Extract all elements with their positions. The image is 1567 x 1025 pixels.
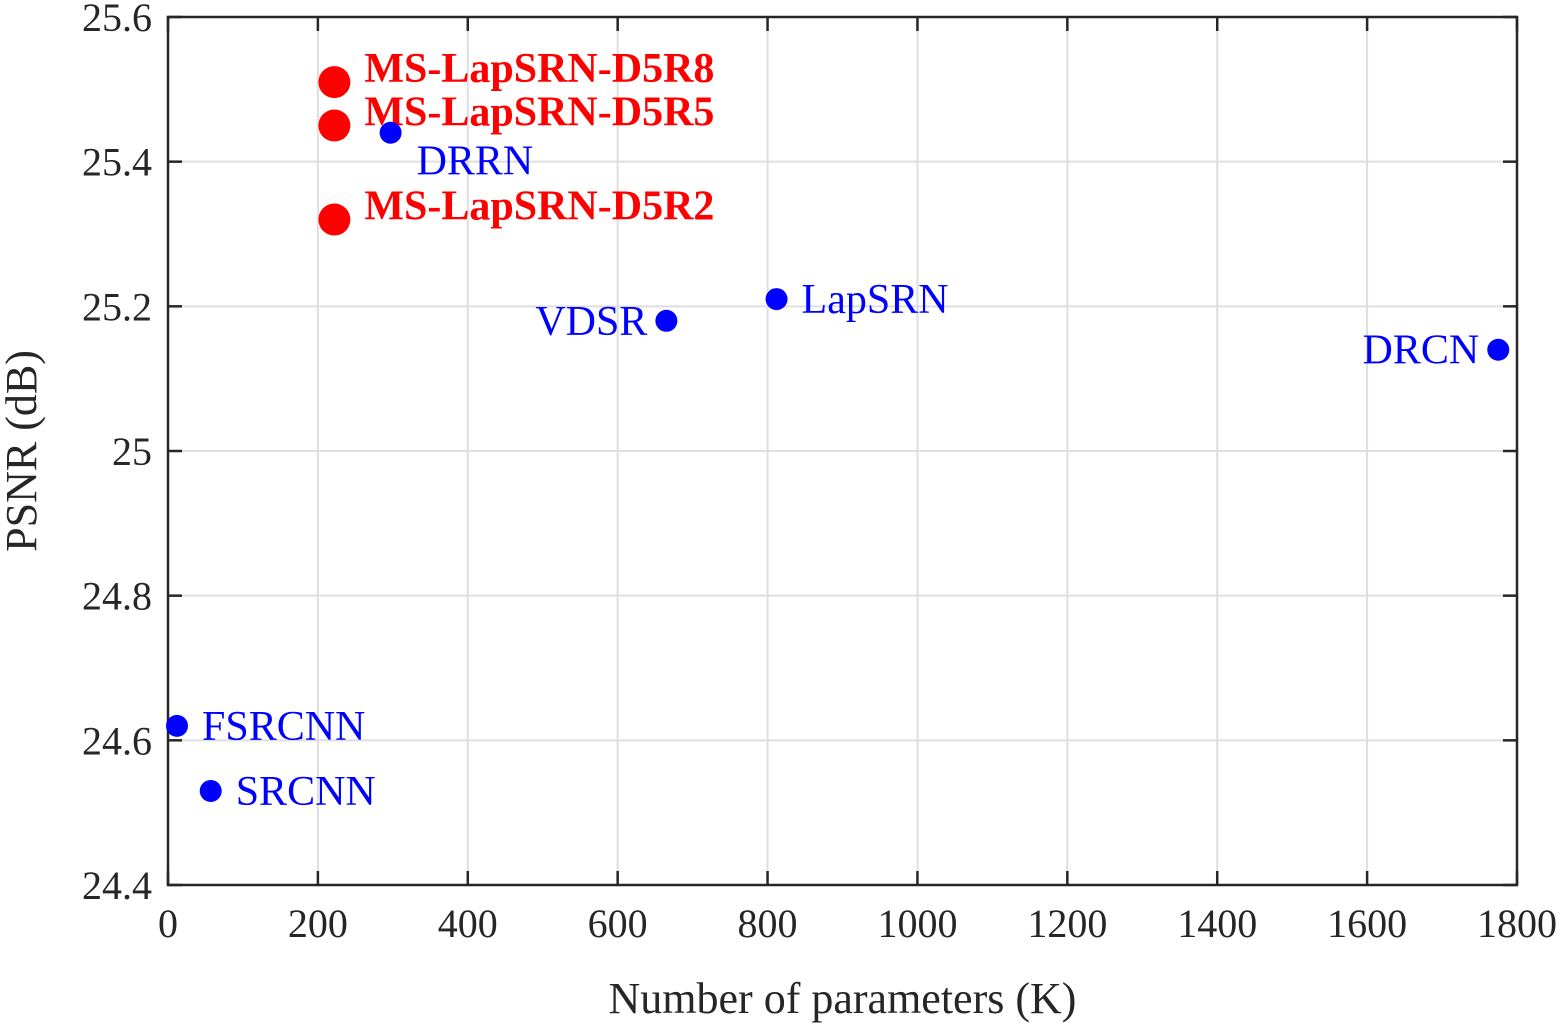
y-tick-label: 24.6 bbox=[82, 718, 152, 763]
point-drrn bbox=[379, 121, 402, 144]
x-tick-label: 0 bbox=[158, 901, 178, 946]
point-label-ms-lapsrn-d5r8: MS-LapSRN-D5R8 bbox=[364, 46, 714, 92]
y-tick-label: 24.8 bbox=[82, 574, 152, 619]
y-tick-label: 25.2 bbox=[82, 284, 152, 329]
x-tick-label: 1400 bbox=[1177, 901, 1257, 946]
axis-ticks bbox=[166, 15, 1519, 887]
point-label-drrn: DRRN bbox=[417, 139, 534, 185]
point-label-srcnn: SRCNN bbox=[236, 769, 376, 815]
point-label-fsrcnn: FSRCNN bbox=[202, 704, 365, 750]
point-label-ms-lapsrn-d5r2: MS-LapSRN-D5R2 bbox=[364, 184, 714, 230]
y-axis-title: PSNR (dB) bbox=[0, 350, 46, 552]
x-axis-title: Number of parameters (K) bbox=[609, 974, 1077, 1023]
point-drcn bbox=[1487, 338, 1510, 361]
point-label-lapsrn: LapSRN bbox=[802, 277, 949, 323]
point-fsrcnn bbox=[165, 714, 188, 737]
y-tick-labels: 24.4 24.6 24.8 25 25.2 25.4 25.6 bbox=[82, 0, 152, 908]
point-label-vdsr: VDSR bbox=[535, 299, 647, 345]
x-tick-label: 1200 bbox=[1027, 901, 1107, 946]
y-tick-label: 25.4 bbox=[82, 140, 152, 185]
point-ms-lapsrn-d5r2 bbox=[318, 203, 351, 236]
point-ms-lapsrn-d5r8 bbox=[318, 66, 351, 99]
x-tick-label: 200 bbox=[288, 901, 348, 946]
point-vdsr bbox=[655, 309, 678, 332]
y-tick-label: 25.6 bbox=[82, 0, 152, 40]
x-tick-label: 800 bbox=[738, 901, 798, 946]
point-srcnn bbox=[199, 779, 222, 802]
x-tick-label: 400 bbox=[438, 901, 498, 946]
x-tick-label: 1600 bbox=[1327, 901, 1407, 946]
point-lapsrn bbox=[765, 288, 788, 311]
point-ms-lapsrn-d5r5 bbox=[318, 109, 351, 142]
y-tick-label: 24.4 bbox=[82, 863, 152, 908]
x-tick-labels: 0 200 400 600 800 1000 1200 1400 1600 1800 bbox=[158, 901, 1557, 946]
y-tick-label: 25 bbox=[112, 429, 152, 474]
point-label-ms-lapsrn-d5r5: MS-LapSRN-D5R5 bbox=[364, 90, 714, 136]
x-tick-label: 600 bbox=[588, 901, 648, 946]
x-tick-label: 1000 bbox=[877, 901, 957, 946]
point-label-drcn: DRCN bbox=[1363, 328, 1480, 374]
x-tick-label: 1800 bbox=[1477, 901, 1557, 946]
grid-lines bbox=[167, 16, 1518, 886]
